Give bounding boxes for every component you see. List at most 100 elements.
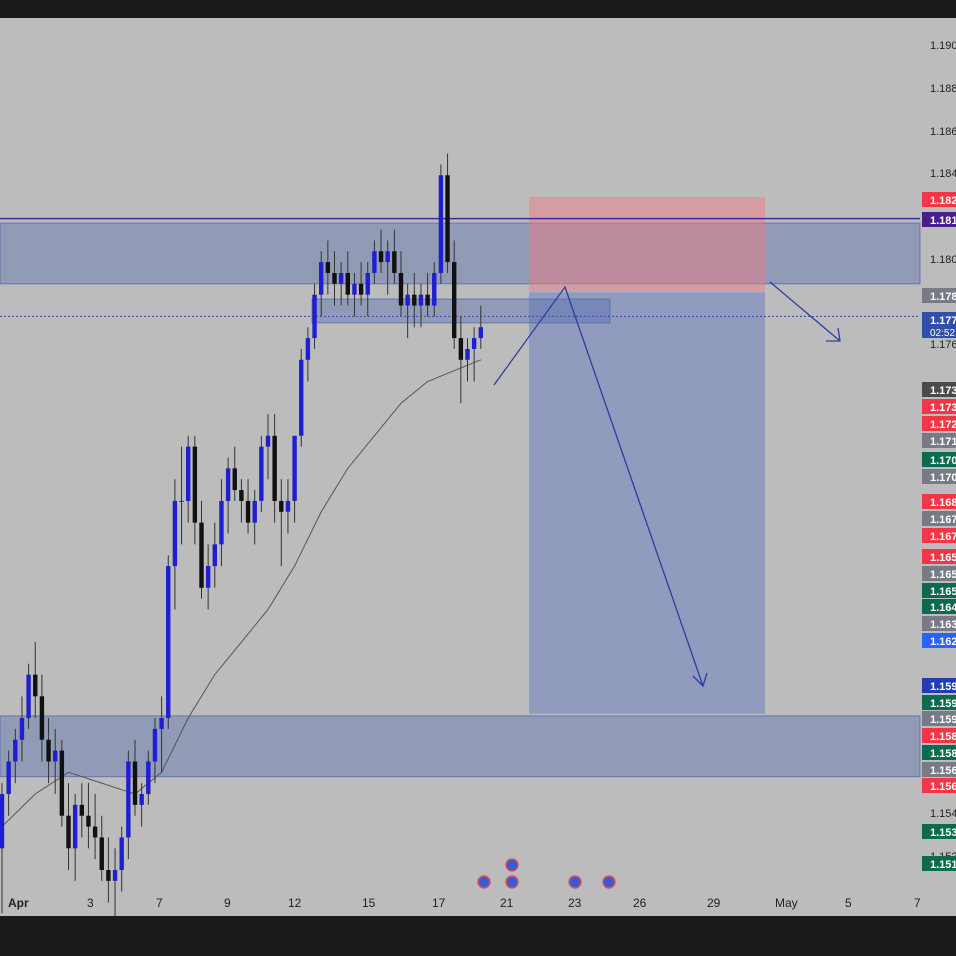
candle-body [358,283,364,295]
candle-body [352,283,357,295]
price-tag-countdown: 02:52 [930,328,955,339]
price-tag-box [922,416,956,431]
price-tag-box [922,778,956,793]
price-tag-box [922,728,956,743]
price-tag-label: 1.173 [930,402,956,414]
x-tick-label: 15 [362,896,376,910]
price-tag-box [922,711,956,726]
price-tag-box [922,824,956,839]
candle-body [6,761,11,795]
candle-body [279,500,284,512]
price-tag-box [922,583,956,598]
candle-body [79,804,84,816]
candle-body [199,522,204,588]
candle-body [39,696,45,740]
candle-body [179,500,184,502]
candle-body [66,815,71,849]
price-tag-box [922,678,956,693]
y-tick-label: 1.188 [930,83,956,95]
candle-body [13,739,18,762]
y-tick-label: 1.184 [930,168,956,180]
x-tick-label: Apr [8,896,29,910]
side-arrowhead [826,327,841,342]
price-tag-box [922,633,956,648]
candle-body [452,262,457,339]
price-tag-label: 1.165 [930,569,956,581]
x-tick-label: 5 [845,896,852,910]
price-tag-label: 1.151 [930,859,956,871]
candle-body [412,294,417,306]
candle-body [332,272,337,284]
price-tag-label: 1.171 [930,436,956,448]
chart-svg[interactable]: 1.190 1.188 1.186 1.184 1.180 1.178 1.176 1.154… [0,18,956,925]
candle-body [205,566,211,588]
candle-body [285,500,291,512]
side-arrow-line [769,281,841,342]
price-tag-label: 1.163 [930,619,956,631]
candle-body [398,272,404,306]
candle-body [172,500,178,567]
price-tag-label: 1.182 [930,195,956,207]
y-tick-label: 1.190 [930,40,956,52]
candle-body [132,761,138,805]
price-tag-box [922,192,956,207]
price-tag-label: 1.178 [930,291,956,303]
upper-supply-zone [0,222,921,285]
candle-body [299,359,304,436]
candle-body [239,490,244,501]
price-tag-box [922,382,956,397]
price-chart[interactable]: 1.190 1.188 1.186 1.184 1.180 1.178 1.176 1.154… [0,18,956,925]
candle-body [26,674,31,719]
price-tag-label: 1.165 [930,586,956,598]
candle-body [245,500,251,523]
economic-event-icon [477,875,491,889]
candle-body [53,750,58,762]
candle-body [478,327,483,339]
candle-body [378,251,384,263]
candle-body [99,837,104,870]
y-tick-label: 1.180 [930,254,956,266]
candle-body [319,262,324,295]
projection-path [493,285,704,687]
price-tag-box [922,212,956,227]
price-tag-label: 1.177 [930,315,956,327]
lower-demand-zone [0,715,921,778]
x-tick-label: 7 [914,896,921,910]
candle-body [0,794,5,849]
x-tick-label: 12 [288,896,302,910]
candle-body [372,251,377,273]
x-tick-label: 3 [87,896,94,910]
price-tag-label: 1.159 [930,681,956,693]
candle-body [418,294,424,306]
price-tag-label: 1.173 [930,385,956,397]
candle-body [385,251,390,263]
candle-body [365,272,370,295]
candle-body [292,435,297,501]
stop-loss-box [529,196,765,293]
y-tick-label: 1.186 [930,126,956,138]
price-tag-label: 1.159 [930,714,956,726]
price-tag-label: 1.170 [930,472,956,484]
price-tag-label: 1.172 [930,419,956,431]
candle-body [106,870,111,881]
x-tick-label: 9 [224,896,231,910]
price-tag-box [922,312,956,338]
candle-body [471,338,477,349]
economic-event-icon [568,875,582,889]
economic-event-icon [505,858,519,872]
price-tag-box [922,511,956,526]
candle-body [59,750,65,816]
price-tag-label: 1.167 [930,531,956,543]
economic-event-icon [602,875,616,889]
price-tag-box [922,433,956,448]
candle-body [265,435,271,447]
price-tag-box [922,528,956,543]
price-tag-label: 1.181 [930,215,956,227]
x-tick-label: 17 [432,896,446,910]
candle-body [33,674,38,697]
price-tag-label: 1.165 [930,552,956,564]
candle-body [405,294,410,306]
price-tag-label: 1.153 [930,827,956,839]
x-tick-label: 7 [156,896,163,910]
